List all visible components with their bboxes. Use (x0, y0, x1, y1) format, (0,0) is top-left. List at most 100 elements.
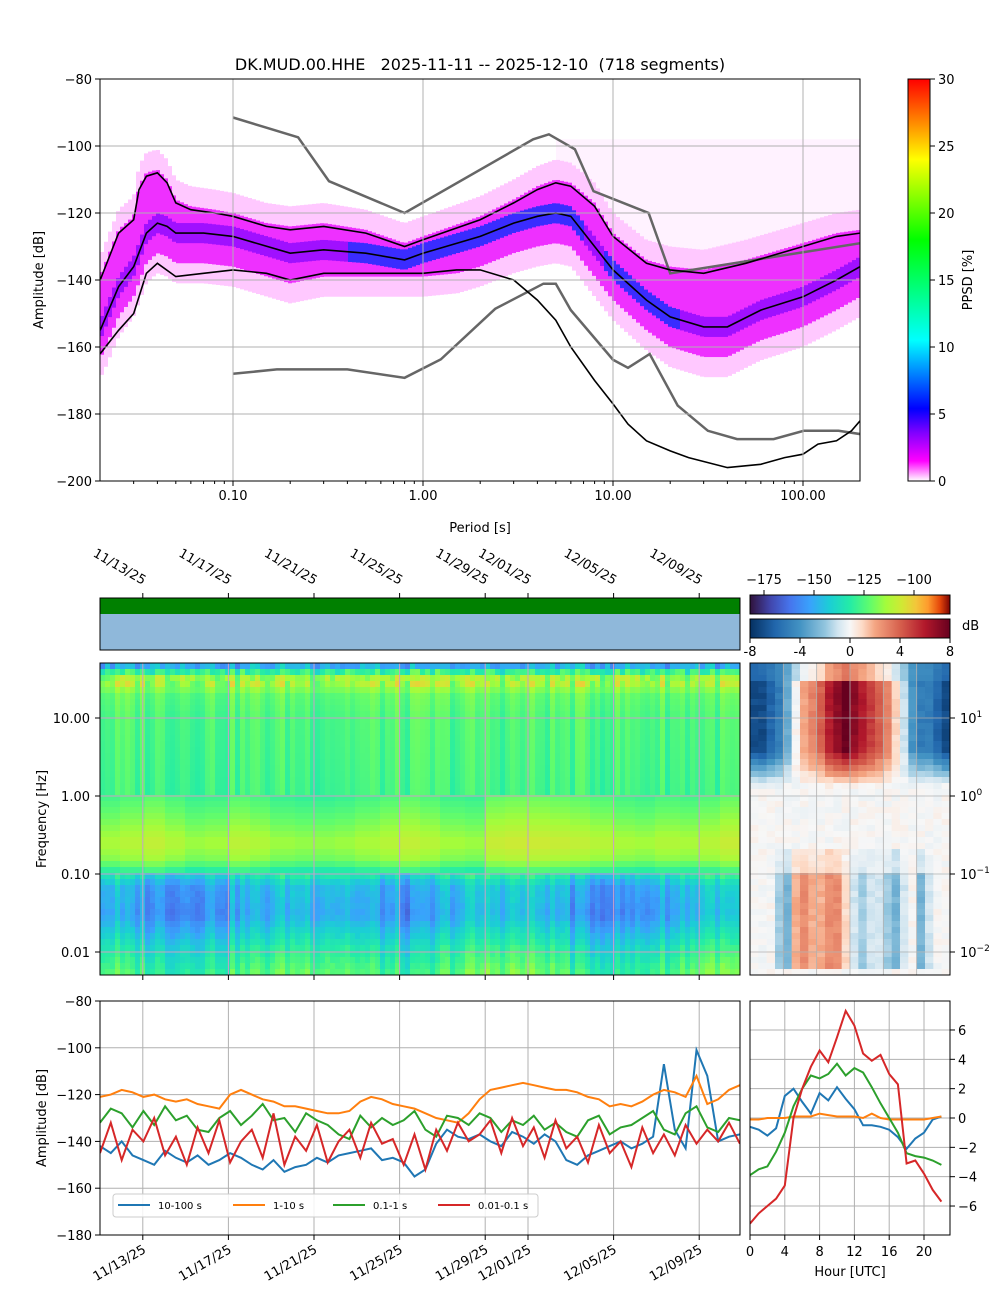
spectrogram-cell (540, 825, 546, 832)
spectrogram-cell (410, 723, 416, 730)
spectrogram-cell (445, 825, 451, 832)
spectrogram-cell (530, 777, 536, 784)
spectrogram-cell (145, 735, 151, 742)
spectrogram-cell (265, 705, 271, 712)
ppsd-density-cell (160, 174, 164, 255)
spectrogram-cell (200, 741, 206, 748)
spectrogram-cell (365, 795, 371, 802)
spectrogram-cell (425, 843, 431, 850)
spectrogram-cell (570, 825, 576, 832)
spectrogram-cell (205, 711, 211, 718)
spectrogram-cell (150, 675, 156, 682)
spectrogram-cell (615, 711, 621, 718)
spectrogram-cell (575, 813, 581, 820)
spectrogram-cell (335, 765, 341, 772)
spectrogram-cell (220, 825, 226, 832)
spectrogram-cell (725, 705, 731, 712)
spectrogram-cell (255, 675, 261, 682)
spectrogram-cell (445, 747, 451, 754)
spectrogram-cell (655, 795, 661, 802)
spectrogram-cell (610, 729, 616, 736)
spectrogram-cell (575, 789, 581, 796)
spectrogram-cell (450, 771, 456, 778)
spectrogram-cell (300, 849, 306, 856)
spectrogram-cell (425, 717, 431, 724)
spectrogram-cell (610, 753, 616, 760)
spectrogram-cell (225, 675, 231, 682)
spectrogram-cell (685, 819, 691, 826)
spectrogram-cell (170, 735, 176, 742)
spectrogram-cell (185, 723, 191, 730)
spectrogram-cell (250, 735, 256, 742)
spectrogram-cell (120, 705, 126, 712)
spectrogram-cell (595, 735, 601, 742)
spectrogram-cell (270, 783, 276, 790)
spectrogram-cell (410, 855, 416, 862)
spectrogram-cell (220, 735, 226, 742)
spectrogram-cell (455, 801, 461, 808)
spectrogram-cell (105, 759, 111, 766)
spectrogram-cell (455, 729, 461, 736)
spectrogram-cell (600, 711, 606, 718)
spectrogram-cell (295, 843, 301, 850)
spectrogram-cell (415, 735, 421, 742)
spectrogram-cell (675, 669, 681, 676)
spectrogram-cell (715, 753, 721, 760)
spectrogram-cell (515, 753, 521, 760)
spectrogram-cell (150, 741, 156, 748)
spectrogram-cell (460, 831, 466, 838)
spectrogram-cell (395, 837, 401, 844)
spectrogram-cell (635, 663, 641, 670)
spectrogram-cell (335, 735, 341, 742)
spectrogram-cell (440, 783, 446, 790)
spectrogram-cell (150, 843, 156, 850)
spectrogram-cell (645, 681, 651, 688)
spectrogram-cell (345, 753, 351, 760)
spectrogram-cell (515, 813, 521, 820)
spectrogram-cell (305, 813, 311, 820)
spectrogram-cell (430, 753, 436, 760)
spectrogram-cell (730, 807, 736, 814)
spectrogram-cell (705, 717, 711, 724)
spectrogram-cell (265, 663, 271, 670)
ppsd-density-cell (648, 139, 652, 245)
spectrogram-cell (625, 693, 631, 700)
spectrogram-cell (325, 801, 331, 808)
spectrogram-cell (645, 729, 651, 736)
spectrogram-cell (335, 699, 341, 706)
spectrogram-cell (565, 735, 571, 742)
spectrogram-cell (105, 687, 111, 694)
spectrogram-cell (445, 813, 451, 820)
spectrogram-cell (320, 669, 326, 676)
top-date-label: 12/05/25 (561, 546, 619, 588)
spectrogram-cell (435, 849, 441, 856)
spectrogram-cell (275, 807, 281, 814)
spectrogram-cell (710, 855, 716, 862)
spectrogram-cell (700, 747, 706, 754)
spectrogram-cell (380, 783, 386, 790)
spectrogram-cell (255, 801, 261, 808)
spectrogram-cell (130, 801, 136, 808)
spectrogram-cell (245, 849, 251, 856)
spectrogram-cell (360, 753, 366, 760)
spectrogram-cell (715, 669, 721, 676)
spectrogram-cell (720, 693, 726, 700)
spectrogram-cell (200, 849, 206, 856)
spectrogram-cell (290, 675, 296, 682)
spectrogram-cell (110, 777, 116, 784)
spectrogram-cell (355, 801, 361, 808)
spectrogram-cell (455, 849, 461, 856)
spectrogram-cell (340, 843, 346, 850)
spectrogram-cell (600, 663, 606, 670)
spectrogram-cell (255, 831, 261, 838)
spectrogram-cell (555, 789, 561, 796)
spectrogram-cell (690, 729, 696, 736)
spectrogram-cell (605, 675, 611, 682)
spectrogram-cell (340, 681, 346, 688)
spectrogram-cell (350, 759, 356, 766)
spectrogram-cell (360, 687, 366, 694)
ppsd-density-cell (776, 250, 780, 335)
spectrogram-cell (530, 765, 536, 772)
spectrogram-cell (705, 807, 711, 814)
spectrogram-cell (730, 759, 736, 766)
